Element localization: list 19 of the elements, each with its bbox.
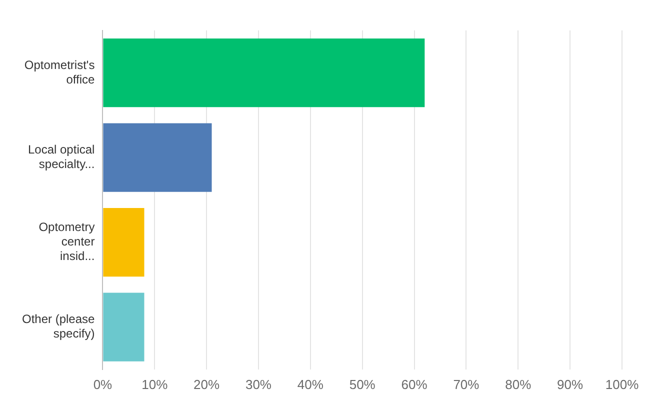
bar — [103, 208, 144, 277]
y-tick-label: Optometry center insid... — [38, 220, 95, 263]
bar — [103, 292, 144, 362]
x-tick-label: 0% — [93, 376, 113, 392]
x-tick-label: 50% — [349, 376, 376, 392]
y-tick-label: Other (please specify) — [22, 312, 96, 341]
bar — [103, 38, 425, 108]
x-tick-label: 100% — [605, 376, 640, 392]
x-tick-label: 60% — [401, 376, 428, 392]
x-tick-label: 70% — [453, 376, 480, 392]
x-tick-label: 90% — [557, 376, 584, 392]
x-tick-label: 80% — [505, 376, 532, 392]
y-tick-label: Optometrist's office — [24, 58, 96, 86]
x-tick-label: 30% — [245, 376, 272, 392]
y-tick-label: Local optical specialty... — [28, 142, 95, 172]
x-tick-label: 40% — [297, 376, 324, 392]
x-tick-label: 10% — [142, 376, 168, 392]
bar — [103, 123, 212, 192]
x-tick-label: 20% — [194, 376, 220, 392]
